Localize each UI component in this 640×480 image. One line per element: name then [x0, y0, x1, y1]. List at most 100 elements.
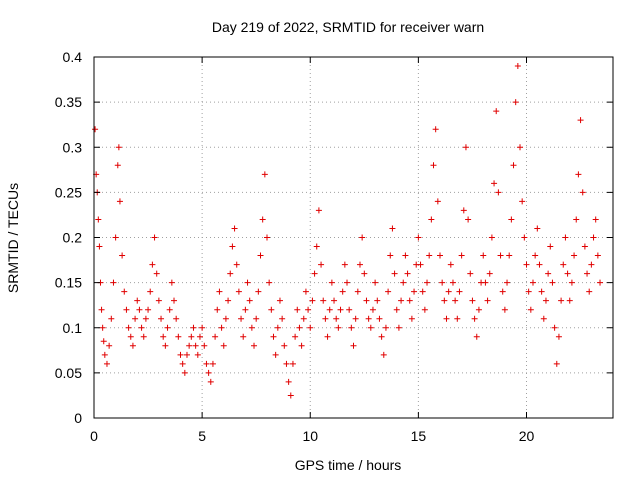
- data-point: [369, 306, 376, 313]
- data-point: [385, 288, 392, 295]
- data-point: [344, 279, 351, 286]
- data-point: [415, 234, 422, 241]
- data-point: [408, 315, 415, 322]
- data-point: [132, 315, 139, 322]
- data-point: [199, 324, 206, 331]
- data-point: [212, 333, 219, 340]
- data-point: [568, 279, 575, 286]
- data-point: [298, 342, 305, 349]
- data-point: [549, 279, 556, 286]
- data-point: [361, 270, 368, 277]
- data-point: [584, 270, 591, 277]
- data-point: [382, 324, 389, 331]
- data-point: [454, 315, 461, 322]
- data-point: [279, 315, 286, 322]
- data-point: [251, 342, 258, 349]
- data-point: [222, 315, 229, 322]
- data-point: [460, 207, 467, 214]
- data-point: [121, 288, 128, 295]
- data-point: [508, 216, 515, 223]
- data-point: [242, 306, 249, 313]
- data-point: [138, 324, 145, 331]
- data-point: [246, 297, 253, 304]
- data-point: [465, 216, 472, 223]
- data-point: [116, 198, 123, 205]
- data-point: [153, 270, 160, 277]
- data-point: [283, 360, 290, 367]
- data-point: [300, 315, 307, 322]
- data-point: [201, 342, 208, 349]
- data-point: [400, 279, 407, 286]
- data-point: [216, 288, 223, 295]
- y-tick-label: 0.15: [55, 275, 82, 291]
- data-point: [376, 315, 383, 322]
- data-point: [136, 306, 143, 313]
- data-point: [276, 297, 283, 304]
- data-point: [378, 333, 385, 340]
- data-point: [270, 333, 277, 340]
- data-point: [512, 99, 519, 106]
- x-axis-label: GPS time / hours: [295, 457, 402, 473]
- data-point: [439, 279, 446, 286]
- data-point: [590, 234, 597, 241]
- data-point: [220, 342, 227, 349]
- data-point: [318, 261, 325, 268]
- data-point: [274, 324, 281, 331]
- data-point: [471, 315, 478, 322]
- x-tick-label: 0: [90, 428, 98, 444]
- data-point: [164, 324, 171, 331]
- data-point: [581, 243, 588, 250]
- data-point: [100, 338, 107, 345]
- data-point: [302, 288, 309, 295]
- data-point: [240, 333, 247, 340]
- data-point: [573, 216, 580, 223]
- data-point: [134, 297, 141, 304]
- data-point: [504, 279, 511, 286]
- x-tick-label: 5: [198, 428, 206, 444]
- data-point: [95, 216, 102, 223]
- data-point: [514, 63, 521, 70]
- data-point: [324, 333, 331, 340]
- data-point: [434, 198, 441, 205]
- data-point: [380, 351, 387, 358]
- data-point: [229, 243, 236, 250]
- data-point: [307, 324, 314, 331]
- data-point: [166, 306, 173, 313]
- y-tick-label: 0.2: [63, 230, 83, 246]
- data-point: [281, 342, 288, 349]
- data-point: [484, 297, 491, 304]
- data-point: [359, 234, 366, 241]
- data-point: [467, 270, 474, 277]
- data-point: [339, 288, 346, 295]
- data-point: [497, 252, 504, 259]
- data-point: [335, 324, 342, 331]
- data-point: [540, 315, 547, 322]
- data-point: [218, 324, 225, 331]
- data-point: [523, 261, 530, 268]
- data-point: [341, 261, 348, 268]
- plot-frame: [93, 56, 614, 419]
- data-point: [499, 288, 506, 295]
- data-point: [374, 297, 381, 304]
- data-point: [571, 252, 578, 259]
- data-points: [92, 63, 604, 399]
- data-point: [346, 306, 353, 313]
- data-point: [145, 306, 152, 313]
- data-point: [542, 297, 549, 304]
- data-point: [592, 216, 599, 223]
- data-point: [322, 315, 329, 322]
- data-point: [326, 306, 333, 313]
- data-point: [354, 288, 361, 295]
- data-point: [536, 261, 543, 268]
- data-point: [564, 270, 571, 277]
- data-point: [393, 306, 400, 313]
- data-point: [114, 162, 121, 169]
- data-point: [506, 252, 513, 259]
- data-point: [458, 252, 465, 259]
- data-point: [545, 270, 552, 277]
- data-point: [266, 279, 273, 286]
- data-point: [331, 297, 338, 304]
- data-point: [419, 288, 426, 295]
- y-tick-label: 0.35: [55, 94, 82, 110]
